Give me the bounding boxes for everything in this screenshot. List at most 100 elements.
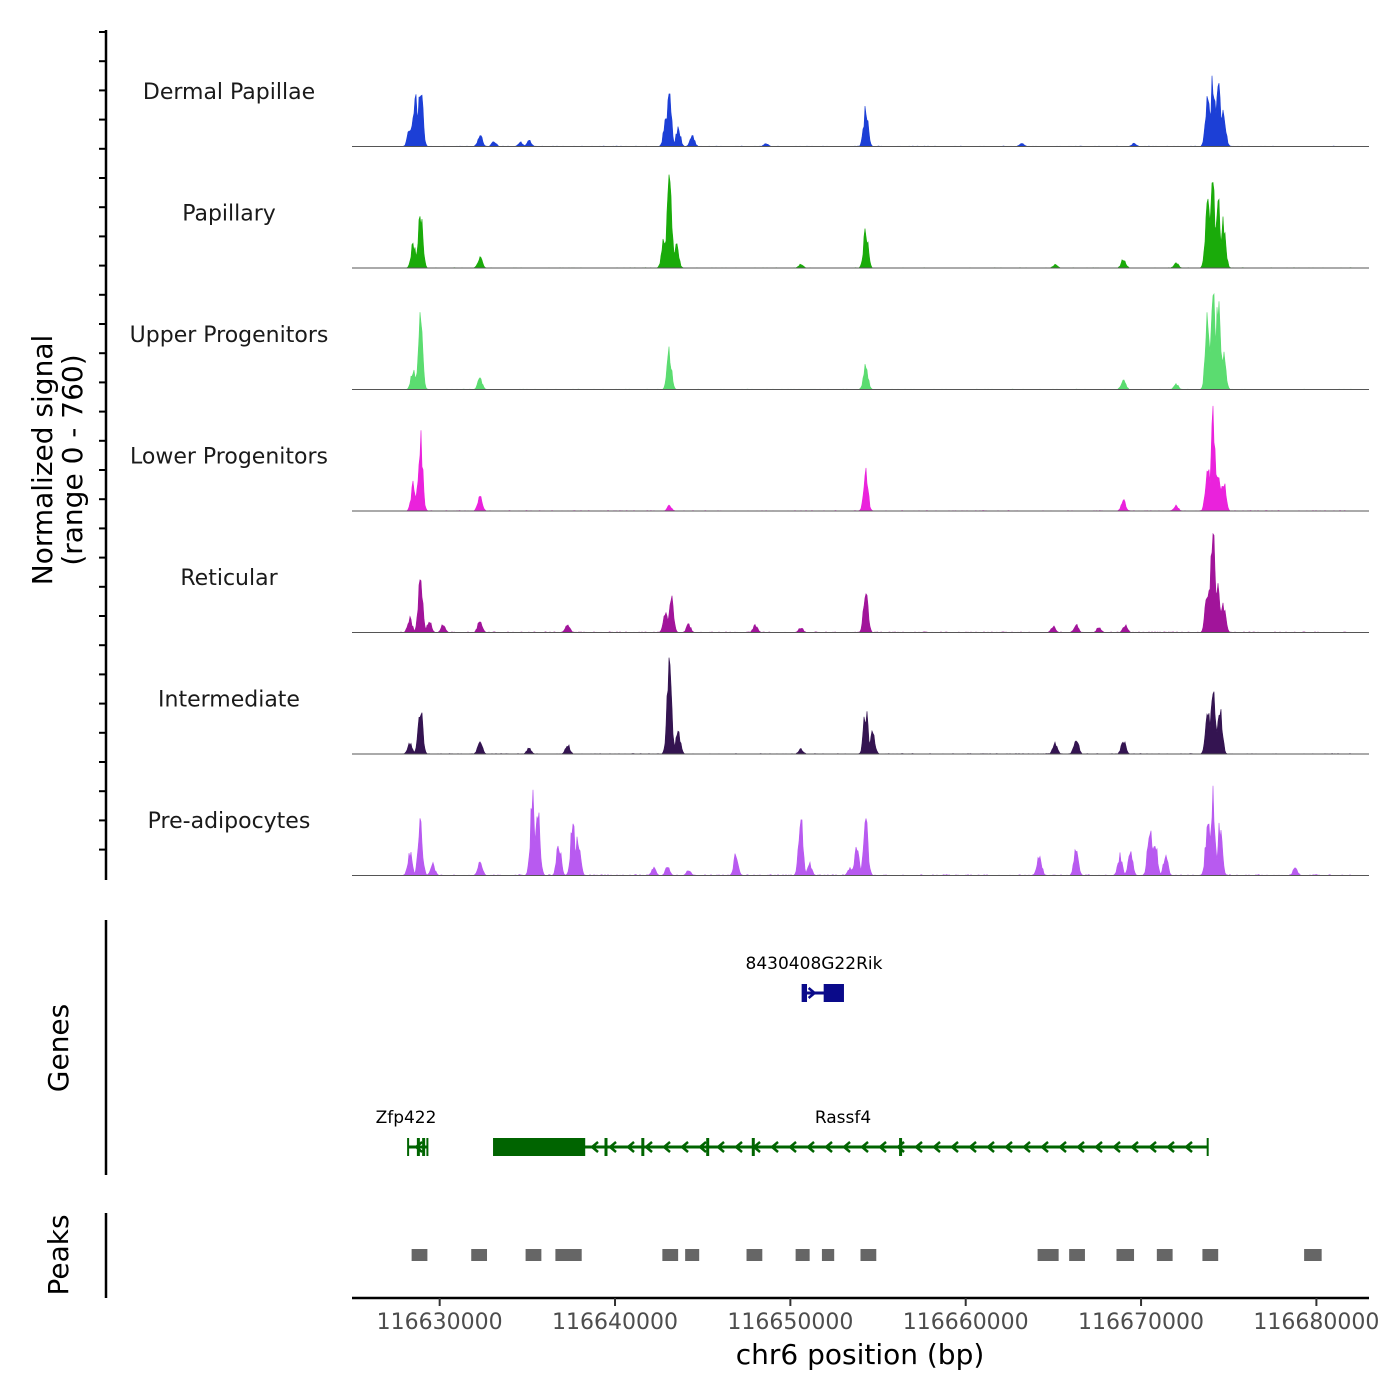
- strand-arrow: [1004, 1141, 1013, 1153]
- strand-arrow: [1022, 1141, 1031, 1153]
- strand-arrow: [626, 1141, 635, 1153]
- track-label: Papillary: [182, 202, 276, 227]
- track-upper-progenitors: Upper Progenitors: [130, 293, 1369, 390]
- track-pre-adipocytes: Pre-adipocytes: [148, 785, 1369, 876]
- signal-area: [400, 75, 1352, 147]
- strand-arrow: [986, 1141, 995, 1153]
- signal-tracks: Dermal Papillae Papillary Upper Progenitor…: [130, 75, 1369, 876]
- exon: [604, 1138, 608, 1156]
- peak-block: [411, 1249, 428, 1261]
- peaks-track-title: Peaks: [42, 1214, 75, 1295]
- strand-arrow: [698, 1141, 707, 1153]
- peak-block: [1304, 1249, 1322, 1261]
- peak-block: [1116, 1249, 1135, 1261]
- peak-block: [662, 1249, 679, 1261]
- track-dermal-papillae: Dermal Papillae: [143, 75, 1369, 147]
- strand-arrow: [914, 1141, 923, 1153]
- track-label: Upper Progenitors: [130, 323, 329, 348]
- peak-block: [1069, 1249, 1085, 1261]
- exon: [641, 1138, 645, 1156]
- y-axis-title: Normalized signal (range 0 - 760): [26, 335, 89, 586]
- strand-arrow: [644, 1141, 653, 1153]
- peak-block: [746, 1249, 763, 1261]
- strand-arrow: [950, 1141, 959, 1153]
- strand-arrow: [1076, 1141, 1085, 1153]
- genes-track-title: Genes: [42, 1004, 75, 1092]
- peak-block: [821, 1249, 835, 1261]
- track-reticular: Reticular: [180, 532, 1369, 633]
- gene-label: 8430408G22Rik: [746, 954, 883, 974]
- strand-arrow: [662, 1141, 671, 1153]
- signal-y-axis-ticks: [99, 31, 106, 851]
- track-label: Lower Progenitors: [130, 445, 328, 470]
- track-label: Pre-adipocytes: [148, 809, 311, 834]
- peak-intervals: [411, 1249, 1322, 1261]
- track-label: Reticular: [180, 566, 278, 591]
- y-axis-title-line1: Normalized signal: [26, 335, 59, 586]
- peak-block: [795, 1249, 810, 1261]
- strand-arrow: [878, 1141, 887, 1153]
- strand-arrow: [1094, 1141, 1103, 1153]
- exon: [802, 984, 808, 1002]
- strand-arrow: [860, 1141, 869, 1153]
- strand-arrow: [788, 1141, 797, 1153]
- strand-arrow: [716, 1141, 725, 1153]
- peak-block: [1156, 1249, 1173, 1261]
- gene-8430408g22rik: 8430408G22Rik: [746, 954, 883, 1002]
- track-label: Dermal Papillae: [143, 80, 315, 105]
- y-axis-title-line2: (range 0 - 760): [56, 354, 89, 565]
- strand-arrow: [1040, 1141, 1049, 1153]
- strand-arrow: [1130, 1141, 1139, 1153]
- exon: [751, 1138, 755, 1156]
- gene-annotations: 8430408G22Rik Zfp422 Rassf4: [376, 954, 1209, 1156]
- signal-area: [401, 657, 1352, 755]
- strand-arrow: [680, 1141, 689, 1153]
- x-axis-title: chr6 position (bp): [736, 1338, 985, 1371]
- gene-zfp422: Zfp422: [376, 1108, 437, 1156]
- gene-rassf4: Rassf4: [493, 1108, 1209, 1156]
- x-tick-label: 116650000: [727, 1310, 853, 1335]
- strand-arrow: [734, 1141, 743, 1153]
- x-tick-label: 116680000: [1253, 1310, 1379, 1335]
- signal-area: [401, 293, 1352, 390]
- strand-arrow: [414, 1141, 423, 1153]
- peak-block: [685, 1249, 700, 1261]
- signal-area: [400, 405, 1351, 512]
- exon: [422, 1138, 426, 1156]
- gene-label: Rassf4: [815, 1108, 871, 1128]
- x-tick-label: 116640000: [552, 1310, 678, 1335]
- strand-arrow: [770, 1141, 779, 1153]
- strand-arrow: [590, 1141, 599, 1153]
- peak-block: [1202, 1249, 1219, 1261]
- track-label: Intermediate: [158, 688, 300, 713]
- peak-block: [471, 1249, 488, 1261]
- track-intermediate: Intermediate: [158, 657, 1369, 755]
- gene-label: Zfp422: [376, 1108, 437, 1128]
- peak-block: [525, 1249, 542, 1261]
- x-axis-ticks: 116630000 116640000 116650000 116660000 1166…: [377, 1298, 1379, 1335]
- strand-arrow: [968, 1141, 977, 1153]
- exon: [899, 1138, 903, 1156]
- strand-arrow: [807, 987, 817, 999]
- strand-arrow: [1166, 1141, 1175, 1153]
- strand-arrow: [608, 1141, 617, 1153]
- strand-arrow: [824, 1141, 833, 1153]
- peak-block: [860, 1249, 877, 1261]
- exon: [416, 1138, 420, 1156]
- track-papillary: Papillary: [182, 174, 1369, 269]
- exon: [823, 984, 843, 1002]
- strand-arrow: [842, 1141, 851, 1153]
- exon: [706, 1138, 710, 1156]
- signal-area: [401, 785, 1352, 876]
- peak-block: [555, 1249, 582, 1261]
- exon: [494, 1138, 586, 1156]
- x-tick-label: 116630000: [377, 1310, 503, 1335]
- strand-arrow: [1112, 1141, 1121, 1153]
- strand-arrow: [1058, 1141, 1067, 1153]
- track-lower-progenitors: Lower Progenitors: [130, 405, 1369, 512]
- x-tick-label: 116660000: [903, 1310, 1029, 1335]
- signal-area: [400, 532, 1351, 633]
- x-tick-label: 116670000: [1078, 1310, 1204, 1335]
- peak-block: [1037, 1249, 1059, 1261]
